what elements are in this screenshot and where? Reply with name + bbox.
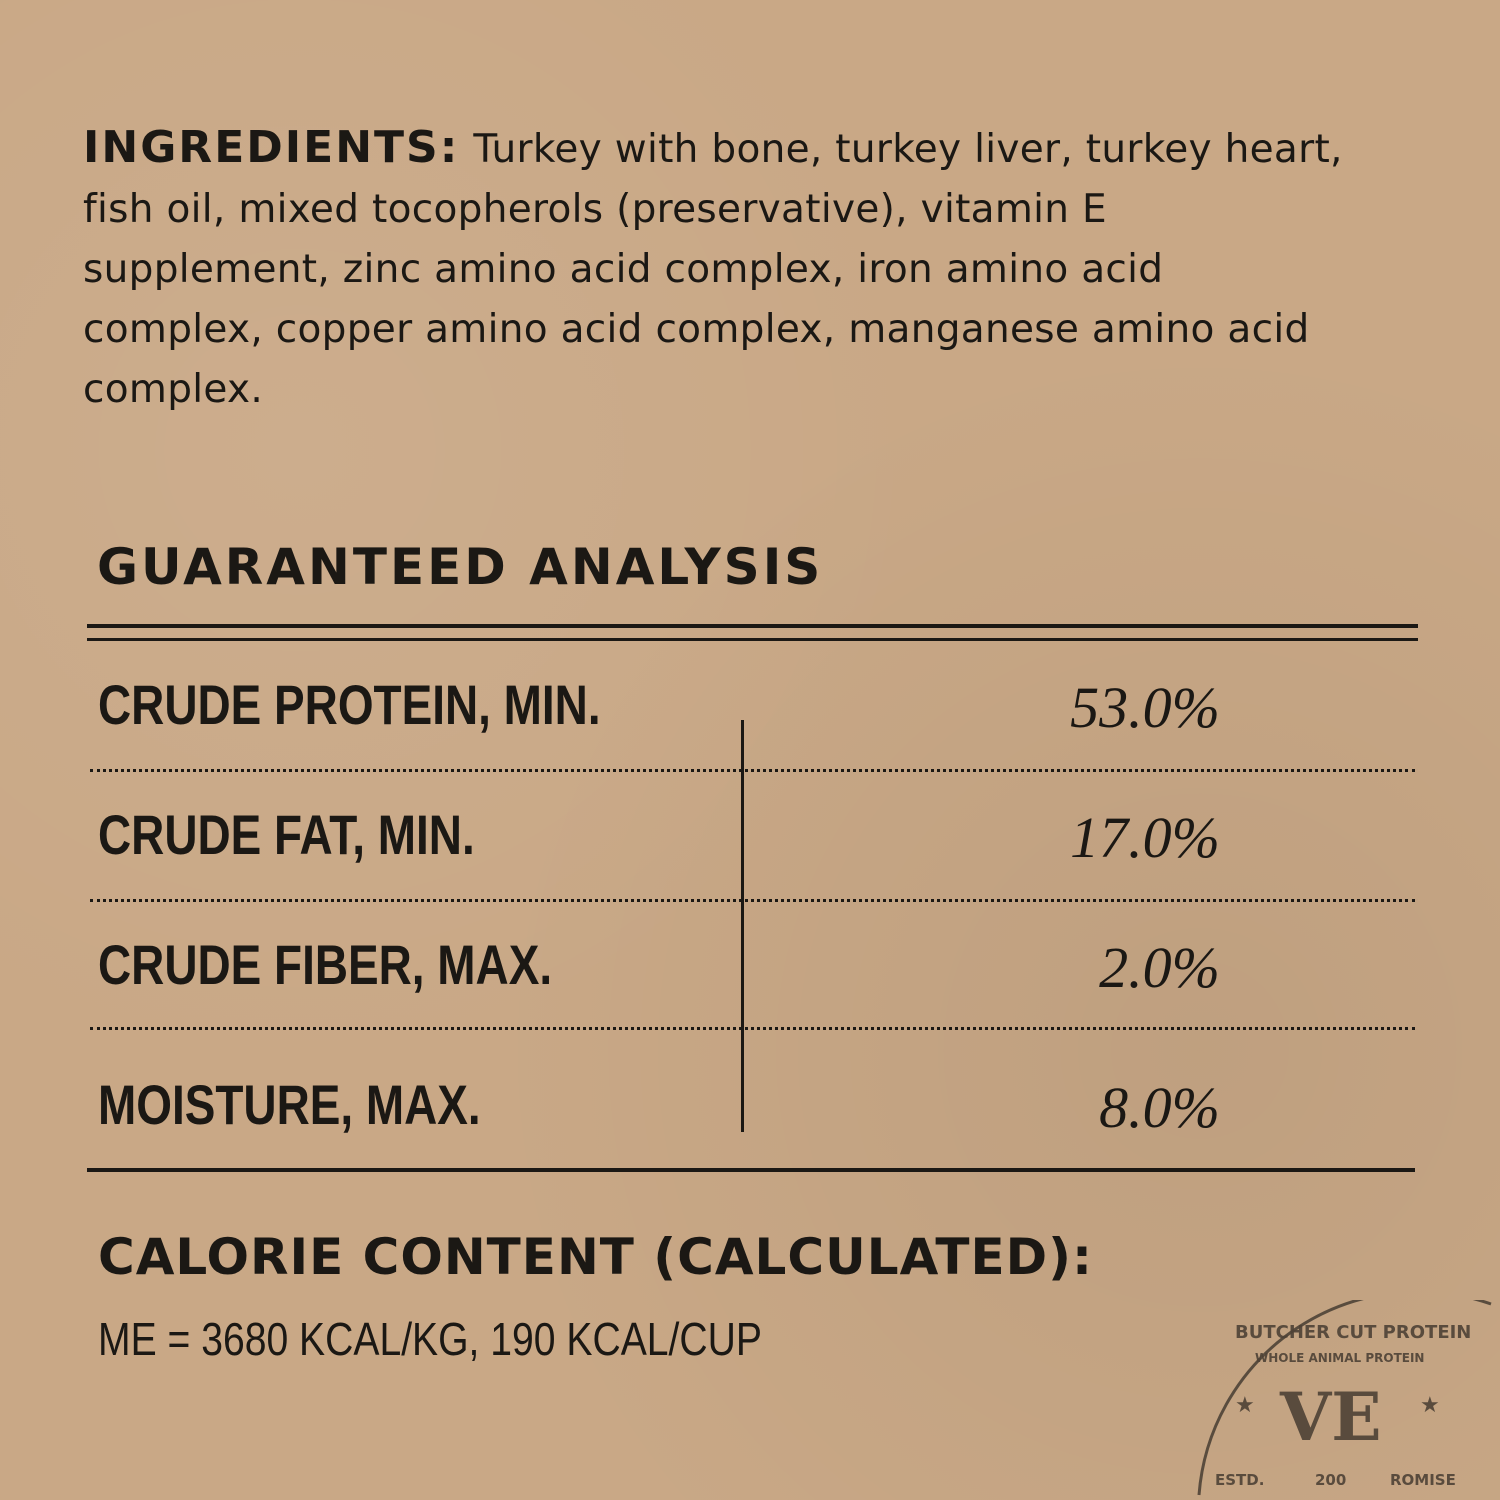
analysis-value: 8.0% <box>1099 1075 1220 1140</box>
ingredients-text: Turkey with bone, turkey liver, turkey h… <box>83 127 1343 412</box>
dotted-divider <box>90 1027 1415 1030</box>
column-divider <box>741 720 744 1132</box>
brand-stamp-logo: BUTCHER CUT PROTEIN WHOLE ANIMAL PROTEIN… <box>1197 1300 1492 1496</box>
analysis-label: CRUDE PROTEIN, MIN. <box>98 673 601 736</box>
star-icon: ★ <box>1420 1393 1440 1418</box>
ingredients-section: INGREDIENTS: Turkey with bone, turkey liv… <box>83 118 1343 420</box>
stamp-estd: ESTD. <box>1215 1471 1264 1489</box>
dotted-divider <box>90 899 1415 902</box>
analysis-title: GUARANTEED ANALYSIS <box>97 538 824 596</box>
ingredients-heading: INGREDIENTS: <box>83 122 460 173</box>
divider <box>87 638 1418 641</box>
analysis-label: CRUDE FIBER, MAX. <box>98 933 553 996</box>
calorie-value: ME = 3680 KCAL/KG, 190 KCAL/CUP <box>98 1313 762 1365</box>
stamp-outer-text: BUTCHER CUT PROTEIN <box>1235 1322 1471 1343</box>
stamp-ring <box>1197 1300 1492 1496</box>
analysis-label: CRUDE FAT, MIN. <box>98 803 475 866</box>
stamp-inner-text: WHOLE ANIMAL PROTEIN <box>1255 1351 1424 1365</box>
analysis-label: MOISTURE, MAX. <box>98 1073 481 1136</box>
analysis-value: 2.0% <box>1099 935 1220 1000</box>
stamp-year: 200 <box>1315 1471 1346 1489</box>
divider <box>87 624 1418 628</box>
stamp-bottom-text: ROMISE <box>1390 1471 1456 1489</box>
analysis-value: 53.0% <box>1070 675 1220 740</box>
analysis-value: 17.0% <box>1070 805 1220 870</box>
star-icon: ★ <box>1235 1393 1255 1418</box>
stamp-monogram: VE <box>1279 1378 1382 1456</box>
dotted-divider <box>90 769 1415 772</box>
divider <box>87 1168 1415 1172</box>
calorie-title: CALORIE CONTENT (CALCULATED): <box>98 1228 1093 1286</box>
